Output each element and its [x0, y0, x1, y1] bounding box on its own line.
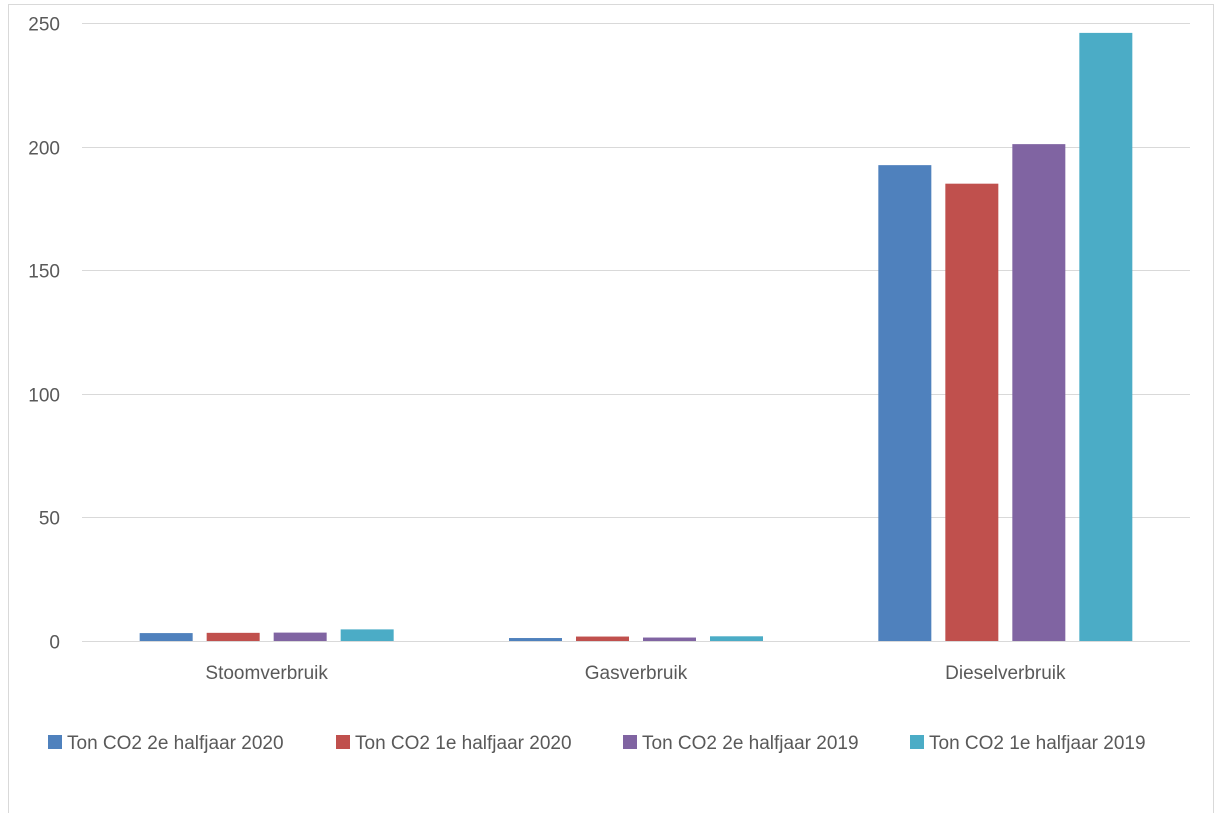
bar — [710, 636, 763, 641]
legend-label: Ton CO2 2e halfjaar 2019 — [642, 733, 859, 754]
legend-label: Ton CO2 1e halfjaar 2019 — [929, 733, 1146, 754]
bar — [878, 165, 932, 641]
bar — [1079, 32, 1133, 641]
legend-swatch — [623, 735, 637, 749]
y-tick-label: 250 — [28, 15, 60, 36]
bar — [643, 637, 696, 641]
legend-swatch — [910, 735, 924, 749]
bar — [340, 629, 394, 641]
category-label: Gasverbruik — [585, 663, 688, 684]
y-tick-label: 150 — [28, 262, 60, 283]
bar — [576, 636, 629, 641]
y-tick-label: 0 — [49, 633, 60, 654]
gridlines — [82, 23, 1190, 642]
legend-label: Ton CO2 1e halfjaar 2020 — [355, 733, 572, 754]
bar — [139, 633, 193, 641]
x-axis-categories: Stoomverbruik Gasverbruik Dieselverbruik — [205, 663, 1066, 684]
y-tick-label: 50 — [39, 509, 60, 530]
bar — [1012, 144, 1066, 641]
bars — [139, 32, 1133, 641]
bar — [273, 632, 327, 641]
y-tick-label: 200 — [28, 139, 60, 160]
y-tick-label: 100 — [28, 386, 60, 407]
bar — [206, 632, 260, 641]
legend: Ton CO2 2e halfjaar 2020 Ton CO2 1e halfj… — [48, 733, 1146, 754]
bar — [509, 638, 562, 641]
legend-label: Ton CO2 2e halfjaar 2020 — [67, 733, 284, 754]
category-label: Dieselverbruik — [945, 663, 1066, 684]
y-axis-ticks: 0 50 100 150 200 250 — [28, 15, 60, 654]
legend-swatch — [336, 735, 350, 749]
category-label: Stoomverbruik — [205, 663, 328, 684]
legend-swatch — [48, 735, 62, 749]
bar — [945, 183, 999, 641]
